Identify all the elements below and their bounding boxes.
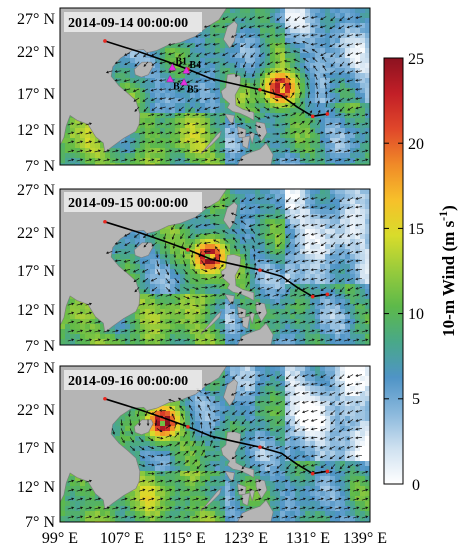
wind-vectors-3	[67, 374, 369, 519]
y-tick: 17° N	[17, 86, 55, 103]
y-axis-2: 27° N 22° N 17° N 12° N 7° N	[17, 182, 55, 355]
station-label: B4	[189, 60, 201, 71]
x-axis: 99° E 107° E 115° E 123° E 131° E 139° E	[42, 530, 387, 547]
colorbar-gradient	[383, 57, 404, 485]
y-tick: 12° N	[17, 302, 55, 319]
x-tick: 99° E	[42, 530, 78, 547]
land-2	[60, 189, 274, 345]
station-marker	[166, 74, 174, 83]
y-tick: 22° N	[17, 225, 55, 242]
stations-1: B1 B4 B2 B5	[166, 57, 201, 96]
wind-vectors-2	[67, 197, 369, 342]
y-tick: 7° N	[25, 338, 55, 355]
typhoon-track-3	[103, 396, 330, 476]
colorbar-tick: 10	[408, 306, 424, 323]
typhoon-track-2	[103, 219, 330, 299]
y-tick: 17° N	[17, 263, 55, 280]
x-tick: 123° E	[224, 530, 268, 547]
y-tick: 22° N	[17, 44, 55, 61]
colorbar: 25 20 15 10 5 0 10-m Wind (m s-1)	[383, 51, 458, 494]
station-label: B5	[187, 85, 199, 96]
map-panel-2: 2014-09-15 00:00:00	[59, 188, 371, 346]
wind-vectors-1	[67, 16, 369, 162]
y-tick: 17° N	[17, 440, 55, 457]
panel-date: 2014-09-15 00:00:00	[68, 196, 188, 211]
land-1	[60, 8, 274, 165]
y-tick: 7° N	[25, 514, 55, 531]
map-panel-1: B1 B4 B2 B5 2014-09-14 00:00:00	[59, 7, 371, 166]
y-tick: 27° N	[17, 360, 55, 377]
y-axis-1: 27° N 22° N 17° N 12° N 7° N	[17, 11, 55, 175]
y-tick: 12° N	[17, 479, 55, 496]
map-panel-3: 2014-09-16 00:00:00	[59, 365, 371, 523]
panel-date: 2014-09-16 00:00:00	[68, 374, 188, 389]
y-axis-3: 27° N 22° N 17° N 12° N 7° N	[17, 360, 55, 531]
y-tick: 12° N	[17, 122, 55, 139]
y-tick: 7° N	[25, 158, 55, 175]
x-tick: 131° E	[286, 530, 330, 547]
station-label: B2	[173, 81, 185, 92]
station-marker	[180, 78, 188, 86]
y-tick: 27° N	[17, 11, 55, 28]
panel-date: 2014-09-14 00:00:00	[68, 16, 188, 31]
y-tick: 27° N	[17, 182, 55, 199]
station-marker	[168, 63, 177, 71]
x-tick: 115° E	[162, 530, 206, 547]
colorbar-label: 10-m Wind (m s-1)	[436, 205, 458, 337]
x-tick: 107° E	[100, 530, 144, 547]
y-tick: 22° N	[17, 402, 55, 419]
station-marker	[182, 66, 191, 74]
colorbar-tick: 0	[412, 477, 420, 494]
station-label: B1	[175, 57, 187, 68]
colorbar-tick: 25	[408, 51, 424, 68]
x-tick: 139° E	[343, 530, 387, 547]
colorbar-tick: 5	[412, 391, 420, 408]
land-3	[60, 366, 274, 522]
colorbar-tick: 15	[408, 221, 424, 238]
colorbar-tick: 20	[408, 136, 424, 153]
